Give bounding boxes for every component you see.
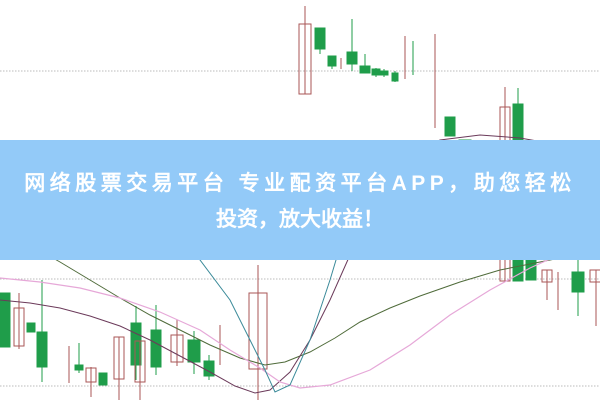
svg-text:投资，放大收益！: 投资，放大收益！: [216, 207, 384, 231]
svg-text:网络股票交易平台 专业配资平台APP，助您轻松: 网络股票交易平台 专业配资平台APP，助您轻松: [24, 171, 576, 195]
